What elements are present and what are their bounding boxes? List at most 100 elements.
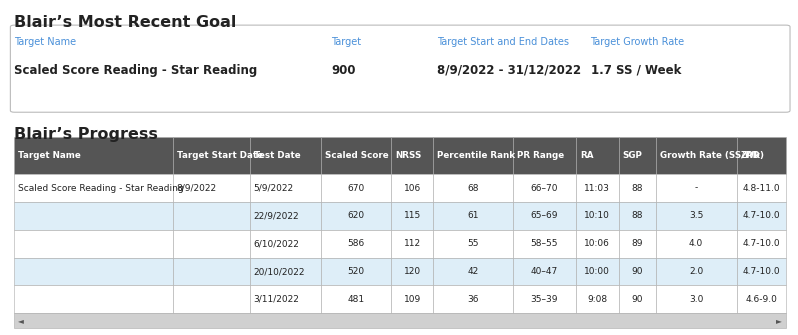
Text: 3.5: 3.5	[689, 211, 703, 220]
Text: Blair’s Most Recent Goal: Blair’s Most Recent Goal	[14, 15, 237, 30]
Bar	[172, 137, 250, 174]
Bar	[391, 137, 433, 174]
Text: 9:08: 9:08	[587, 295, 607, 304]
Bar	[576, 285, 618, 313]
Bar	[14, 258, 172, 285]
Bar	[433, 174, 513, 202]
Bar	[391, 174, 433, 202]
Bar	[656, 285, 737, 313]
Bar	[576, 258, 618, 285]
Text: 36: 36	[468, 295, 479, 304]
Bar	[618, 137, 656, 174]
Bar	[250, 137, 322, 174]
Text: 4.7-10.0: 4.7-10.0	[742, 267, 780, 276]
Text: SGP: SGP	[622, 151, 642, 160]
Bar	[618, 230, 656, 258]
Bar	[656, 137, 737, 174]
Bar	[250, 258, 322, 285]
Bar	[618, 258, 656, 285]
Bar	[322, 285, 391, 313]
Bar	[391, 258, 433, 285]
Bar	[250, 174, 322, 202]
Bar	[737, 285, 786, 313]
Text: Target Name: Target Name	[14, 37, 77, 47]
Bar	[391, 202, 433, 230]
Bar	[513, 174, 576, 202]
Text: RA: RA	[580, 151, 594, 160]
Bar	[737, 137, 786, 174]
Bar	[513, 285, 576, 313]
Text: 89: 89	[631, 239, 643, 248]
Bar	[656, 174, 737, 202]
Text: Scaled Score Reading - Star Reading: Scaled Score Reading - Star Reading	[14, 64, 258, 77]
Text: Scaled Score: Scaled Score	[326, 151, 389, 160]
Bar	[391, 230, 433, 258]
Text: 3/11/2022: 3/11/2022	[254, 295, 299, 304]
Text: Target Growth Rate: Target Growth Rate	[591, 37, 685, 47]
Text: 6/10/2022: 6/10/2022	[254, 239, 299, 248]
Bar	[172, 285, 250, 313]
Text: 670: 670	[348, 184, 365, 193]
Bar	[513, 258, 576, 285]
Bar	[433, 230, 513, 258]
Bar	[513, 202, 576, 230]
Bar	[656, 258, 737, 285]
Text: Growth Rate (SS/Wk): Growth Rate (SS/Wk)	[660, 151, 764, 160]
Text: NRSS: NRSS	[395, 151, 421, 160]
Text: 120: 120	[404, 267, 421, 276]
Bar	[172, 202, 250, 230]
Text: Target Name: Target Name	[18, 151, 81, 160]
Bar	[433, 258, 513, 285]
Text: 4.8-11.0: 4.8-11.0	[742, 184, 780, 193]
Bar	[14, 313, 786, 328]
Bar	[322, 230, 391, 258]
Text: 4.0: 4.0	[689, 239, 703, 248]
Bar	[322, 174, 391, 202]
Bar	[618, 285, 656, 313]
Text: 55: 55	[468, 239, 479, 248]
Text: 90: 90	[631, 295, 643, 304]
Text: 20/10/2022: 20/10/2022	[254, 267, 305, 276]
Text: -: -	[694, 184, 697, 193]
Bar	[172, 174, 250, 202]
Bar	[14, 202, 172, 230]
Bar	[656, 230, 737, 258]
Bar	[433, 137, 513, 174]
Text: 58–55: 58–55	[531, 239, 559, 248]
Text: 10:10: 10:10	[584, 211, 610, 220]
Text: 520: 520	[348, 267, 365, 276]
Text: 10:06: 10:06	[584, 239, 610, 248]
Text: Target Start Date: Target Start Date	[176, 151, 263, 160]
Bar	[737, 174, 786, 202]
Bar	[172, 258, 250, 285]
Bar	[576, 230, 618, 258]
Text: 42: 42	[468, 267, 479, 276]
Bar	[576, 137, 618, 174]
Bar	[618, 202, 656, 230]
Text: 11:03: 11:03	[584, 184, 610, 193]
Bar	[737, 202, 786, 230]
Bar	[322, 137, 391, 174]
Text: 2.0: 2.0	[689, 267, 703, 276]
Text: 66–70: 66–70	[531, 184, 559, 193]
Bar	[14, 230, 172, 258]
Text: Target Start and End Dates: Target Start and End Dates	[437, 37, 569, 47]
Bar	[322, 202, 391, 230]
Text: 5/9/2022: 5/9/2022	[254, 184, 294, 193]
Bar	[618, 174, 656, 202]
Bar	[513, 230, 576, 258]
Bar	[576, 202, 618, 230]
Text: 109: 109	[404, 295, 421, 304]
Text: 4.7-10.0: 4.7-10.0	[742, 239, 780, 248]
Text: 1.7 SS / Week: 1.7 SS / Week	[591, 64, 681, 77]
Bar	[737, 258, 786, 285]
Text: 88: 88	[631, 184, 643, 193]
Bar	[433, 285, 513, 313]
Bar	[250, 285, 322, 313]
Bar	[656, 202, 737, 230]
Text: 112: 112	[404, 239, 421, 248]
Bar	[391, 285, 433, 313]
Bar	[513, 137, 576, 174]
Text: 620: 620	[348, 211, 365, 220]
Text: ►: ►	[776, 316, 782, 325]
